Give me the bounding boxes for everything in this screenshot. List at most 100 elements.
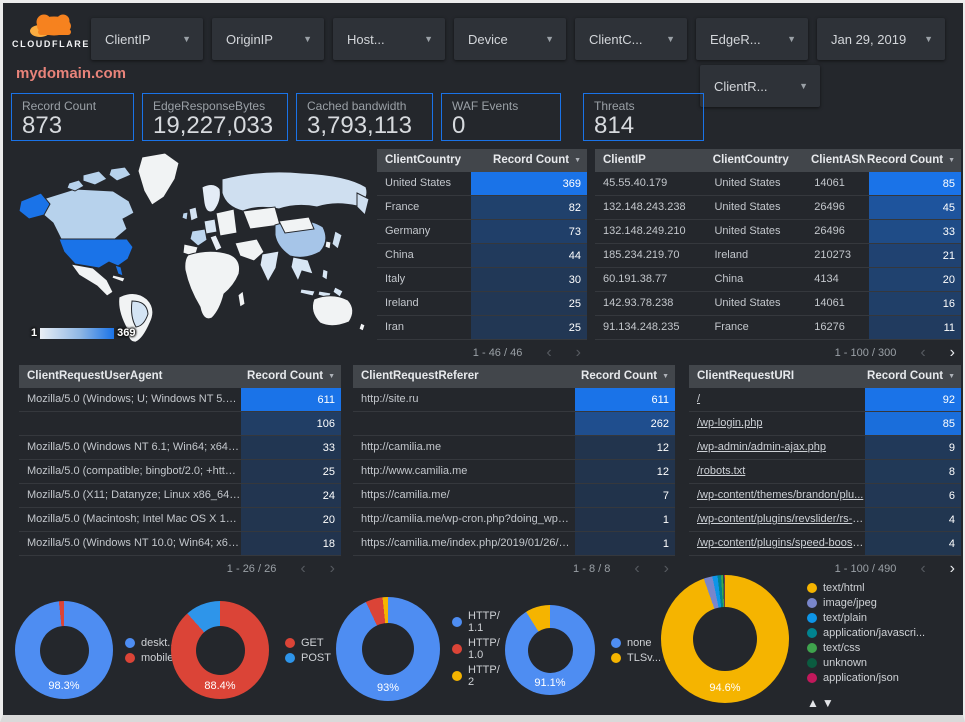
chevron-right-icon[interactable]: › — [329, 560, 335, 577]
table-row[interactable]: Iran 25 — [377, 316, 587, 340]
table-row[interactable]: 106 — [19, 412, 341, 436]
table-row[interactable]: 132.148.249.210 United States 26496 33 — [595, 220, 961, 244]
table-cell: China — [714, 273, 744, 285]
uri-link[interactable]: /robots.txt — [697, 465, 746, 477]
table-row[interactable]: /wp-admin/admin-ajax.php 9 — [689, 436, 961, 460]
sort-asc-icon[interactable]: ▲ — [807, 696, 822, 710]
table-row[interactable]: Ireland 25 — [377, 292, 587, 316]
table-row[interactable]: Germany 73 — [377, 220, 587, 244]
table-row[interactable]: /wp-login.php 85 — [689, 412, 961, 436]
chevron-left-icon[interactable]: ‹ — [300, 560, 306, 577]
filter-chip-edgeresponse[interactable]: EdgeR... ▼ — [696, 18, 808, 60]
table-pagination: 1 - 100 / 300 ‹ › — [595, 340, 961, 366]
scorecard-value: 814 — [594, 112, 635, 139]
table-row[interactable]: United States 369 — [377, 172, 587, 196]
table-cell: United States — [385, 177, 452, 189]
table-row[interactable]: 60.191.38.77 China 4134 20 — [595, 268, 961, 292]
uri-link[interactable]: /wp-content/plugins/revslider/rs-p... — [697, 513, 865, 525]
table-row[interactable]: Mozilla/5.0 (Windows NT 6.1; Win64; x64;… — [19, 436, 341, 460]
filter-chip-label: ClientC... — [589, 31, 643, 47]
chevron-right-icon[interactable]: › — [575, 344, 581, 361]
filter-chip-originip[interactable]: OriginIP ▼ — [212, 18, 324, 60]
filter-chip-clientrequest[interactable]: ClientR... ▼ — [700, 65, 820, 107]
table-row[interactable]: Mozilla/5.0 (Macintosh; Intel Mac OS X 1… — [19, 508, 341, 532]
donut-legend: none TLSv... — [611, 634, 675, 667]
scorecard-waf-events: WAF Events 0 — [441, 93, 561, 141]
column-header-record-count[interactable]: Record Count ▼ — [235, 365, 341, 388]
donut-legend: GET POST — [285, 634, 337, 667]
table-cell: Ireland — [385, 297, 419, 309]
legend-dot-icon — [285, 637, 295, 648]
column-header-clientip[interactable]: ClientIP — [603, 154, 646, 166]
legend-item: none — [611, 637, 675, 649]
column-header-clientrequestreferer[interactable]: ClientRequestReferer — [361, 370, 479, 382]
chevron-left-icon[interactable]: ‹ — [546, 344, 552, 361]
column-header-record-count[interactable]: Record Count ▼ — [865, 149, 961, 172]
sort-desc-icon[interactable]: ▼ — [821, 696, 837, 710]
uri-link[interactable]: /wp-content/themes/brandon/plu... — [697, 489, 864, 501]
column-header-record-count[interactable]: Record Count ▼ — [859, 365, 961, 388]
table-row[interactable]: Mozilla/5.0 (Windows NT 10.0; Win64; x64… — [19, 532, 341, 556]
table-row[interactable]: China 44 — [377, 244, 587, 268]
column-header-clientasn[interactable]: ClientASN — [811, 154, 865, 166]
chevron-left-icon[interactable]: ‹ — [634, 560, 640, 577]
map-country-indonesia — [299, 288, 316, 297]
filter-chip-device[interactable]: Device ▼ — [454, 18, 566, 60]
table-row[interactable]: 185.234.219.70 Ireland 210273 21 — [595, 244, 961, 268]
table-cell: Germany — [385, 225, 431, 237]
filter-chip-clientip[interactable]: ClientIP ▼ — [91, 18, 203, 60]
uri-link[interactable]: /wp-content/plugins/speed-booste... — [697, 537, 865, 549]
table-row[interactable]: Mozilla/5.0 (X11; Datanyze; Linux x86_64… — [19, 484, 341, 508]
table-row[interactable]: Mozilla/5.0 (compatible; bingbot/2.0; +h… — [19, 460, 341, 484]
table-cell: United States — [714, 177, 781, 189]
uri-link[interactable]: /wp-admin/admin-ajax.php — [697, 441, 827, 453]
chevron-right-icon[interactable]: › — [949, 344, 955, 361]
filter-chip-clientcountry[interactable]: ClientC... ▼ — [575, 18, 687, 60]
table-row[interactable]: http://site.ru 611 — [353, 388, 675, 412]
map-country-france — [189, 228, 208, 247]
map-region-east-europe — [215, 208, 238, 237]
chevron-left-icon[interactable]: ‹ — [920, 344, 926, 361]
scorecard-value: 873 — [22, 112, 63, 139]
table-cell: 185.234.219.70 — [603, 249, 680, 261]
legend-sort-arrows[interactable]: ▲▼ — [807, 696, 953, 710]
column-header-record-count[interactable]: Record Count ▼ — [465, 149, 587, 172]
table-row[interactable]: https://camilia.me/index.php/2019/01/26/… — [353, 532, 675, 556]
table-row[interactable]: /robots.txt 8 — [689, 460, 961, 484]
date-filter-chip[interactable]: Jan 29, 2019 ▼ — [817, 18, 945, 60]
table-row[interactable]: 262 — [353, 412, 675, 436]
table-row[interactable]: http://camilia.me 12 — [353, 436, 675, 460]
table-row[interactable]: 142.93.78.238 United States 14061 16 — [595, 292, 961, 316]
table-row[interactable]: 132.148.243.238 United States 26496 45 — [595, 196, 961, 220]
table-header-row: ClientRequestURI Record Count ▼ — [689, 365, 961, 388]
table-row[interactable]: /wp-content/plugins/speed-booste... 4 — [689, 532, 961, 556]
chevron-right-icon[interactable]: › — [949, 560, 955, 577]
table-row[interactable]: Italy 30 — [377, 268, 587, 292]
table-row[interactable]: 91.134.248.235 France 16276 11 — [595, 316, 961, 340]
uri-link[interactable]: / — [697, 393, 701, 405]
uri-link[interactable]: /wp-login.php — [697, 417, 763, 429]
column-header-clientcountry[interactable]: ClientCountry — [712, 154, 789, 166]
table-row[interactable]: http://camilia.me/wp-cron.php?doing_wp_c… — [353, 508, 675, 532]
pagination-label: 1 - 26 / 26 — [226, 563, 277, 575]
metric-bar-cell: 21 — [868, 244, 961, 267]
column-header-clientrequestuseragent[interactable]: ClientRequestUserAgent — [27, 370, 163, 382]
column-header-clientcountry[interactable]: ClientCountry — [385, 154, 462, 166]
column-header-clientrequesturi[interactable]: ClientRequestURI — [697, 370, 795, 382]
legend-label: mobile — [141, 651, 174, 664]
table-row[interactable]: http://www.camilia.me 12 — [353, 460, 675, 484]
table-row[interactable]: Mozilla/5.0 (Windows; U; Windows NT 5.1;… — [19, 388, 341, 412]
table-row[interactable]: /wp-content/plugins/revslider/rs-p... 4 — [689, 508, 961, 532]
table-row[interactable]: https://camilia.me/7 — [353, 484, 675, 508]
column-header-record-count[interactable]: Record Count ▼ — [569, 365, 675, 388]
table-row[interactable]: / 92 — [689, 388, 961, 412]
legend-label: HTTP/1.1 — [468, 610, 500, 634]
chevron-left-icon[interactable]: ‹ — [920, 560, 926, 577]
filter-chip-host[interactable]: Host... ▼ — [333, 18, 445, 60]
table-clientip: ClientIP ClientCountry ClientASN Record Cou… — [595, 149, 961, 366]
chevron-right-icon[interactable]: › — [663, 560, 669, 577]
cloudflare-logo-text: CLOUDFLARE — [12, 39, 90, 49]
table-row[interactable]: France 82 — [377, 196, 587, 220]
table-row[interactable]: 45.55.40.179 United States 14061 85 — [595, 172, 961, 196]
table-row[interactable]: /wp-content/themes/brandon/plu... 6 — [689, 484, 961, 508]
